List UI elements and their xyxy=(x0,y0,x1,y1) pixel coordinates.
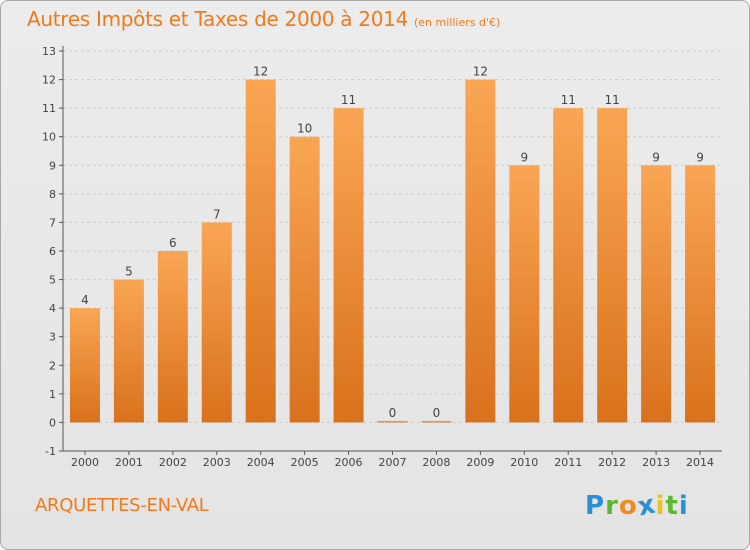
data-label: 9 xyxy=(696,150,704,164)
bar xyxy=(685,165,716,423)
data-label: 10 xyxy=(297,122,312,136)
logo-letter: P xyxy=(585,491,606,521)
data-label: 12 xyxy=(253,65,268,79)
data-label: 4 xyxy=(81,293,89,307)
y-tick-label: 3 xyxy=(49,331,56,344)
y-tick-label: 12 xyxy=(42,74,56,87)
bar xyxy=(553,108,584,423)
x-tick-label: 2005 xyxy=(291,456,319,469)
data-label: 9 xyxy=(520,150,528,164)
data-label: 12 xyxy=(473,65,488,79)
x-tick-label: 2008 xyxy=(422,456,450,469)
y-tick-label: 13 xyxy=(42,45,56,58)
bar xyxy=(157,251,188,423)
proxiti-logo[interactable]: Proxiti xyxy=(585,489,689,522)
data-label: 0 xyxy=(433,406,441,420)
data-label: 0 xyxy=(389,406,397,420)
y-tick-label: -1 xyxy=(45,445,56,458)
data-label: 9 xyxy=(652,150,660,164)
y-tick-label: 4 xyxy=(49,302,56,315)
x-tick-label: 2004 xyxy=(247,456,275,469)
x-tick-label: 2006 xyxy=(335,456,363,469)
y-tick-label: 5 xyxy=(49,274,56,287)
bar xyxy=(597,108,628,423)
y-tick-label: 8 xyxy=(49,188,56,201)
y-tick-label: 10 xyxy=(42,131,56,144)
logo-letter: i xyxy=(655,491,666,521)
bar xyxy=(69,308,100,423)
y-tick-label: 1 xyxy=(49,388,56,401)
bar xyxy=(201,222,232,423)
bar xyxy=(509,165,540,423)
bar xyxy=(245,79,276,423)
chart-title: Autres Impôts et Taxes de 2000 à 2014 xyxy=(27,7,408,31)
x-tick-label: 2009 xyxy=(466,456,494,469)
y-tick-label: 0 xyxy=(49,416,56,429)
data-label: 11 xyxy=(341,93,356,107)
data-label: 5 xyxy=(125,265,133,279)
bar xyxy=(641,165,672,423)
y-tick-label: 6 xyxy=(49,245,56,258)
chart-unit: (en milliers d'€) xyxy=(414,16,501,29)
x-tick-label: 2013 xyxy=(642,456,670,469)
data-label: 6 xyxy=(169,236,177,250)
x-tick-label: 2014 xyxy=(686,456,714,469)
x-tick-label: 2002 xyxy=(159,456,187,469)
y-tick-label: 7 xyxy=(49,216,56,229)
logo-letter: o xyxy=(618,491,638,521)
bar xyxy=(333,108,364,423)
logo-letter: i xyxy=(678,491,689,521)
x-tick-label: 2010 xyxy=(510,456,538,469)
x-tick-label: 2007 xyxy=(379,456,407,469)
bar xyxy=(113,279,144,423)
x-tick-label: 2001 xyxy=(115,456,143,469)
commune-name: ARQUETTES-EN-VAL xyxy=(35,495,209,516)
chart-title-block: Autres Impôts et Taxes de 2000 à 2014 (en… xyxy=(27,7,500,31)
data-label: 7 xyxy=(213,207,221,221)
bar xyxy=(465,79,496,423)
y-tick-label: 11 xyxy=(42,102,56,115)
bar xyxy=(289,136,320,423)
y-tick-label: 9 xyxy=(49,159,56,172)
y-tick-label: 2 xyxy=(49,359,56,372)
x-tick-label: 2003 xyxy=(203,456,231,469)
data-label: 11 xyxy=(561,93,576,107)
logo-letter: r xyxy=(605,491,619,521)
x-tick-label: 2011 xyxy=(554,456,582,469)
x-tick-label: 2000 xyxy=(71,456,99,469)
x-tick-label: 2012 xyxy=(598,456,626,469)
bar xyxy=(421,420,452,423)
data-label: 11 xyxy=(605,93,620,107)
bar xyxy=(377,420,408,423)
logo-letter: t xyxy=(665,491,679,521)
